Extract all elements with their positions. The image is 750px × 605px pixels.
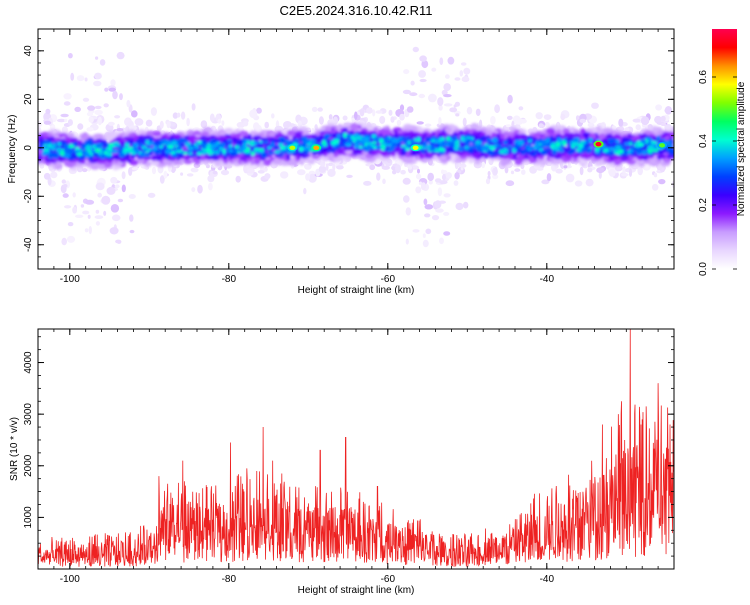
y-tick-label: 40 [23, 45, 34, 57]
colorbar-tick-label: 0.0 [698, 262, 709, 276]
spectrogram-panel: -100 -80 -60 -40 -40 -20 0 20 40 Height of stra… [7, 29, 679, 296]
snr-panel: -100 -80 -60 -40 1000 2000 3000 4000 Height of… [9, 329, 674, 596]
colorbar-tick-label: 0.4 [698, 134, 709, 148]
spectrogram-hotspot [311, 144, 321, 151]
spectrogram-x-label: Height of straight line (km) [298, 285, 415, 296]
x-tick-label: -100 [60, 574, 80, 585]
y-tick-label: 0 [23, 145, 34, 151]
x-tick-label: -80 [222, 574, 237, 585]
colorbar-scale [712, 29, 737, 269]
x-tick-label: -40 [540, 574, 555, 585]
y-tick-label: 20 [23, 93, 34, 105]
spectrogram-hotspot [411, 144, 421, 151]
y-tick-label: -40 [23, 237, 34, 252]
x-tick-label: -60 [381, 574, 396, 585]
colorbar-label: Normalized spectral amplitude [736, 81, 747, 216]
snr-series-line [38, 329, 674, 567]
colorbar-tick-label: 0.6 [698, 70, 709, 84]
colorbar: 0.0 0.2 0.4 0.6 Normalized spectral amplitu… [698, 29, 747, 276]
snr-x-label: Height of straight line (km) [298, 585, 415, 596]
snr-y-label: SNR (10 * v/v) [9, 417, 20, 481]
spectrogram-hotspot [657, 142, 667, 149]
x-tick-label: -60 [381, 274, 396, 285]
x-tick-label: -100 [60, 274, 80, 285]
y-tick-label: 3000 [23, 403, 34, 426]
y-tick-label: -20 [23, 189, 34, 204]
spectrogram-hotspot [287, 144, 297, 151]
x-tick-label: -40 [540, 274, 555, 285]
y-tick-label: 2000 [23, 454, 34, 477]
y-tick-label: 4000 [23, 351, 34, 374]
spectrogram-hotspot [593, 141, 603, 148]
chart-title: C2E5.2024.316.10.42.R11 [280, 3, 433, 18]
spectrogram-heatmap [33, 47, 679, 248]
spectrogram-y-label: Frequency (Hz) [7, 115, 18, 184]
colorbar-tick-label: 0.2 [698, 198, 709, 212]
y-tick-label: 1000 [23, 506, 34, 529]
x-tick-label: -80 [222, 274, 237, 285]
